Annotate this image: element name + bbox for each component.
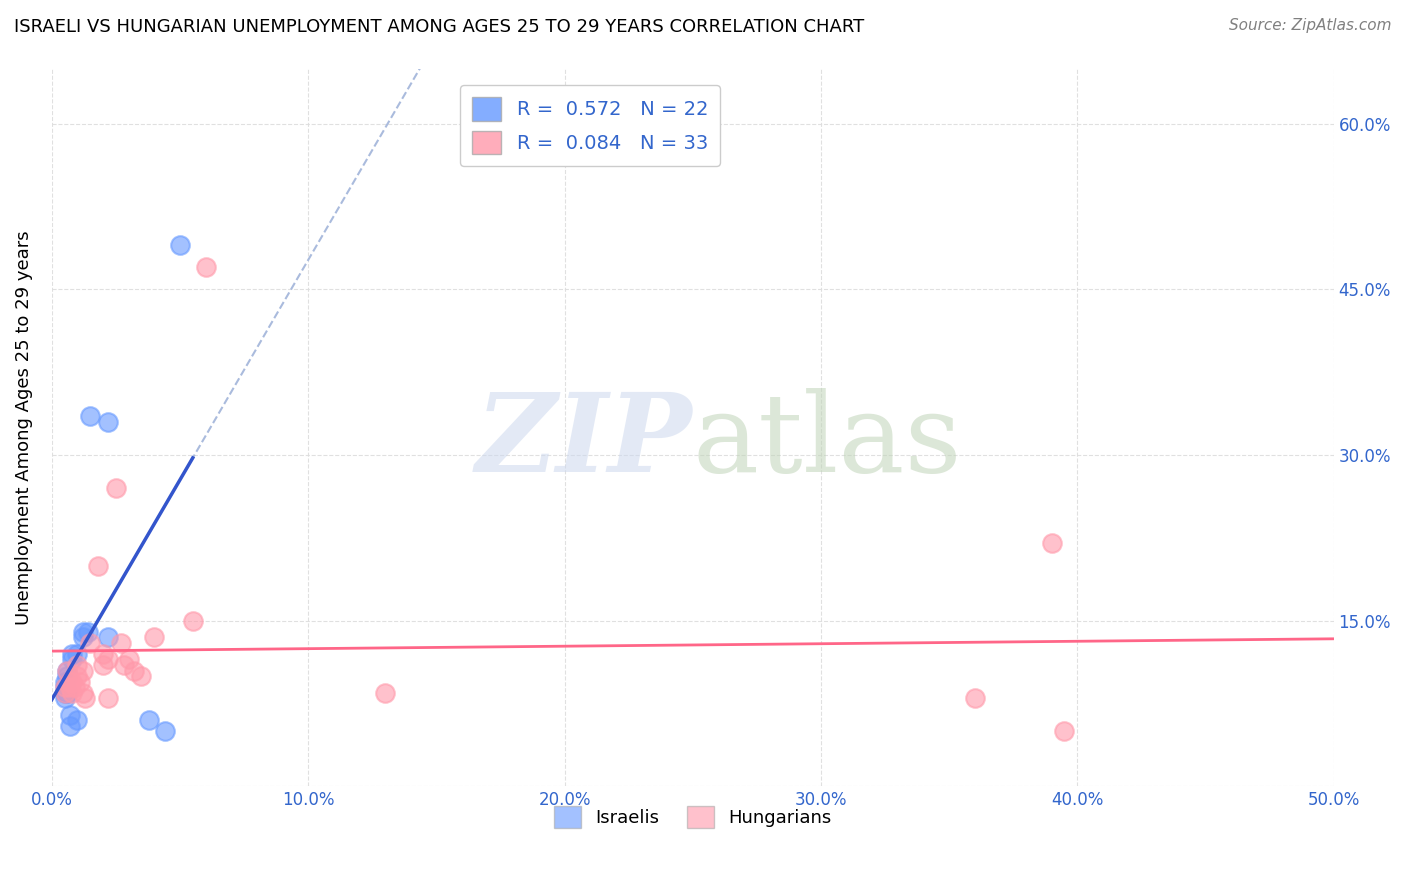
Text: ZIP: ZIP xyxy=(477,388,693,496)
Point xyxy=(112,657,135,672)
Point xyxy=(131,669,153,683)
Point xyxy=(53,674,76,689)
Point xyxy=(138,713,160,727)
Point xyxy=(53,680,76,694)
Point xyxy=(79,409,101,424)
Point xyxy=(97,415,120,429)
Point xyxy=(97,631,120,645)
Point xyxy=(79,636,101,650)
Point xyxy=(63,680,86,694)
Point xyxy=(91,647,114,661)
Text: Source: ZipAtlas.com: Source: ZipAtlas.com xyxy=(1229,18,1392,33)
Point xyxy=(97,652,120,666)
Point xyxy=(56,685,79,699)
Y-axis label: Unemployment Among Ages 25 to 29 years: Unemployment Among Ages 25 to 29 years xyxy=(15,230,32,624)
Point xyxy=(72,631,94,645)
Point xyxy=(1040,536,1063,550)
Point xyxy=(181,614,204,628)
Point xyxy=(97,691,120,706)
Point xyxy=(66,669,89,683)
Point xyxy=(66,713,89,727)
Point xyxy=(110,636,132,650)
Point xyxy=(60,652,83,666)
Point xyxy=(374,685,396,699)
Point xyxy=(72,664,94,678)
Text: atlas: atlas xyxy=(693,388,962,495)
Point xyxy=(118,652,141,666)
Point xyxy=(194,260,217,275)
Point xyxy=(169,238,191,252)
Point xyxy=(69,674,91,689)
Point xyxy=(53,685,76,699)
Point xyxy=(72,624,94,639)
Point xyxy=(76,624,98,639)
Point xyxy=(53,691,76,706)
Point xyxy=(104,481,127,495)
Text: ISRAELI VS HUNGARIAN UNEMPLOYMENT AMONG AGES 25 TO 29 YEARS CORRELATION CHART: ISRAELI VS HUNGARIAN UNEMPLOYMENT AMONG … xyxy=(14,18,865,36)
Point xyxy=(87,558,110,573)
Legend: Israelis, Hungarians: Israelis, Hungarians xyxy=(547,798,838,835)
Point xyxy=(72,685,94,699)
Point xyxy=(56,664,79,678)
Point xyxy=(60,647,83,661)
Point xyxy=(59,680,82,694)
Point xyxy=(59,719,82,733)
Point xyxy=(153,724,176,739)
Point xyxy=(56,669,79,683)
Point xyxy=(963,691,986,706)
Point xyxy=(53,680,76,694)
Point xyxy=(66,647,89,661)
Point xyxy=(66,657,89,672)
Point xyxy=(91,657,114,672)
Point xyxy=(143,631,166,645)
Point xyxy=(60,674,83,689)
Point xyxy=(56,664,79,678)
Point xyxy=(59,674,82,689)
Point xyxy=(53,685,76,699)
Point xyxy=(122,664,145,678)
Point xyxy=(75,691,97,706)
Point xyxy=(1053,724,1076,739)
Point xyxy=(59,707,82,722)
Point xyxy=(60,685,83,699)
